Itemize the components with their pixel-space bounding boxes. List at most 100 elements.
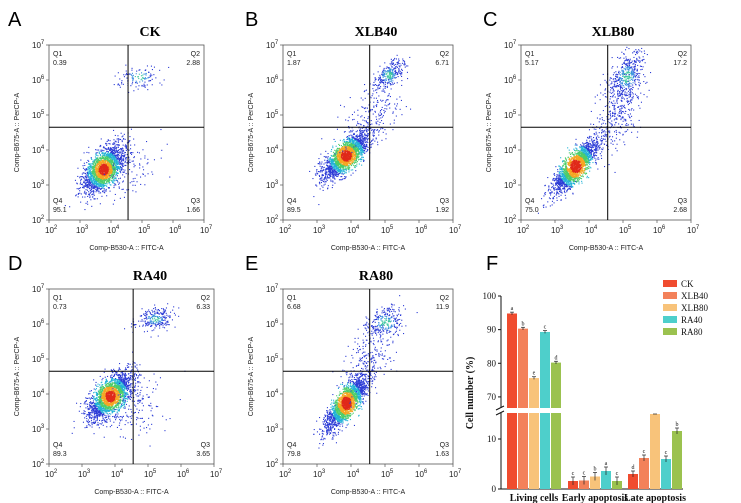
event-dot bbox=[95, 179, 97, 181]
event-dot bbox=[358, 153, 360, 155]
event-dot bbox=[84, 179, 86, 181]
event-dot bbox=[347, 160, 349, 162]
event-dot bbox=[105, 142, 107, 144]
event-dot bbox=[106, 140, 108, 142]
event-dot bbox=[350, 151, 352, 153]
event-dot bbox=[107, 167, 109, 169]
event-dot bbox=[359, 145, 361, 147]
event-dot bbox=[81, 176, 83, 178]
event-dot bbox=[95, 166, 97, 168]
event-dot bbox=[139, 69, 141, 71]
event-dot bbox=[349, 160, 351, 162]
event-dot bbox=[114, 169, 116, 171]
event-dot bbox=[111, 169, 113, 171]
event-dot bbox=[327, 167, 329, 169]
event-dot bbox=[105, 155, 107, 157]
event-dot bbox=[123, 159, 125, 161]
event-dot bbox=[106, 159, 108, 161]
event-dot bbox=[338, 156, 340, 158]
event-dot bbox=[88, 168, 90, 170]
event-dot bbox=[95, 175, 97, 177]
event-dot bbox=[94, 187, 96, 189]
event-dot bbox=[90, 168, 92, 170]
event-dots bbox=[64, 64, 171, 211]
event-dot bbox=[110, 153, 112, 155]
event-dot bbox=[117, 157, 119, 159]
event-dot bbox=[114, 148, 116, 150]
event-dot bbox=[101, 175, 103, 177]
event-dot bbox=[326, 162, 328, 164]
event-dot bbox=[92, 173, 94, 175]
event-dot bbox=[352, 160, 354, 162]
event-dot bbox=[335, 175, 337, 177]
event-dot bbox=[348, 171, 350, 173]
event-dots bbox=[309, 54, 412, 206]
event-dot bbox=[92, 182, 94, 184]
event-dot bbox=[343, 144, 345, 146]
event-dot bbox=[118, 160, 120, 162]
event-dot bbox=[133, 166, 135, 168]
event-dot bbox=[106, 159, 108, 161]
event-dot bbox=[102, 180, 104, 182]
event-dot bbox=[370, 127, 372, 129]
event-dot bbox=[93, 191, 95, 193]
event-dot bbox=[342, 147, 344, 149]
event-dot bbox=[88, 186, 90, 188]
event-dot bbox=[337, 163, 339, 165]
event-dot bbox=[105, 160, 107, 162]
event-dot bbox=[108, 181, 110, 183]
event-dot bbox=[348, 146, 350, 148]
event-dot bbox=[99, 161, 101, 163]
event-dot bbox=[107, 178, 109, 180]
event-dot bbox=[108, 148, 110, 150]
event-dot bbox=[364, 148, 366, 150]
event-dot bbox=[350, 155, 352, 157]
event-dot bbox=[321, 185, 323, 187]
event-dot bbox=[382, 76, 384, 78]
event-dot bbox=[95, 178, 97, 180]
event-dot bbox=[130, 152, 132, 154]
event-dot bbox=[146, 84, 148, 86]
event-dot bbox=[365, 134, 367, 136]
event-dot bbox=[88, 163, 90, 165]
event-dot bbox=[398, 71, 400, 73]
event-dot bbox=[140, 176, 142, 178]
event-dot bbox=[334, 166, 336, 168]
event-dot bbox=[359, 133, 361, 135]
event-dot bbox=[94, 169, 96, 171]
event-dot bbox=[345, 172, 347, 174]
event-dot bbox=[111, 165, 113, 167]
event-dot bbox=[327, 174, 329, 176]
event-dot bbox=[343, 164, 345, 166]
event-dot bbox=[110, 179, 112, 181]
event-dot bbox=[390, 73, 392, 75]
event-dot bbox=[345, 165, 347, 167]
event-dot bbox=[344, 169, 346, 171]
event-dot bbox=[86, 174, 88, 176]
event-dot bbox=[341, 162, 343, 164]
event-dot bbox=[104, 156, 106, 158]
event-dot bbox=[336, 154, 338, 156]
event-dot bbox=[121, 80, 123, 82]
event-dot bbox=[93, 184, 95, 186]
event-dot bbox=[335, 150, 337, 152]
event-dot bbox=[98, 173, 100, 175]
event-dot bbox=[350, 157, 352, 159]
event-dot bbox=[100, 149, 102, 151]
event-dot bbox=[359, 152, 361, 154]
event-dot bbox=[322, 180, 324, 182]
quadrant-name: Q4 bbox=[53, 198, 62, 205]
event-dot bbox=[393, 77, 395, 79]
event-dot bbox=[326, 172, 328, 174]
event-dot bbox=[320, 166, 322, 168]
event-dot bbox=[99, 203, 101, 205]
event-dot bbox=[356, 156, 358, 158]
event-dot bbox=[378, 95, 380, 97]
event-dot bbox=[322, 174, 324, 176]
event-dot bbox=[99, 169, 101, 171]
event-dot bbox=[325, 177, 327, 179]
event-dot bbox=[332, 177, 334, 179]
event-dot bbox=[103, 167, 105, 169]
event-dot bbox=[117, 152, 119, 154]
event-dot bbox=[346, 160, 348, 162]
